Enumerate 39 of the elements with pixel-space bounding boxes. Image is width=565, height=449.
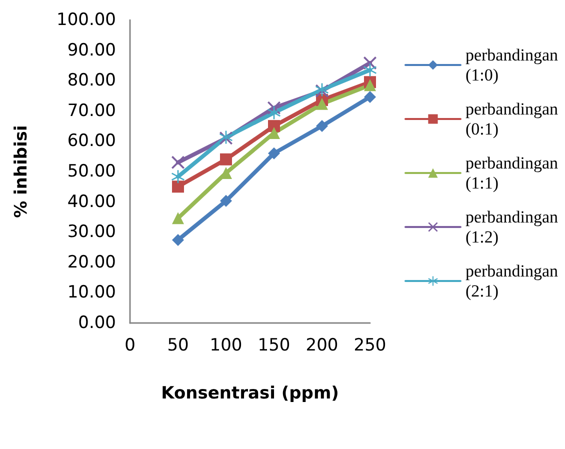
- y-tick-label: 80.00: [67, 70, 116, 91]
- y-tick-label: 100.00: [56, 10, 116, 30]
- y-tick-label: 70.00: [67, 100, 116, 121]
- point: [268, 106, 280, 120]
- y-tick-label: 50.00: [67, 162, 116, 182]
- point: [172, 170, 184, 184]
- y-tick-label: 10.00: [67, 282, 116, 303]
- point: [364, 79, 376, 92]
- point: [172, 234, 184, 246]
- point: [220, 153, 232, 166]
- y-tick-label: 60.00: [67, 131, 116, 152]
- point: [364, 63, 376, 76]
- y-tick-label: 30.00: [67, 222, 116, 242]
- point: [316, 120, 328, 132]
- point: [268, 120, 280, 132]
- point: [364, 90, 376, 103]
- y-tick-label: 90.00: [67, 40, 116, 60]
- y-tick-label: 40.00: [67, 192, 116, 212]
- legend-label: perbandingan (1:2): [465, 208, 558, 246]
- legend-label: perbandingan (1:1): [465, 154, 558, 192]
- legend-label: perbandingan (1:0): [465, 46, 558, 84]
- point: [316, 98, 328, 110]
- x-tick-label: 150: [258, 336, 290, 356]
- point: [172, 180, 184, 193]
- y-tick-label: 20.00: [67, 252, 116, 272]
- x-tick-label: 200: [306, 336, 338, 356]
- x-axis-title: Konsentrasi (ppm): [161, 384, 339, 404]
- x-tick-label: 50: [167, 336, 189, 356]
- point: [172, 156, 184, 169]
- x-tick-label: 0: [124, 336, 136, 356]
- legend-label: perbandingan (0:1): [465, 100, 558, 138]
- point: [268, 147, 280, 160]
- legend-label: perbandingan (2:1): [465, 262, 558, 300]
- y-tick-label: 0.00: [78, 313, 116, 333]
- y-axis-title: % inhibisi: [12, 125, 32, 218]
- point: [172, 212, 184, 224]
- x-tick-label: 100: [210, 336, 242, 356]
- point: [220, 194, 232, 207]
- x-tick-label: 250: [354, 336, 386, 356]
